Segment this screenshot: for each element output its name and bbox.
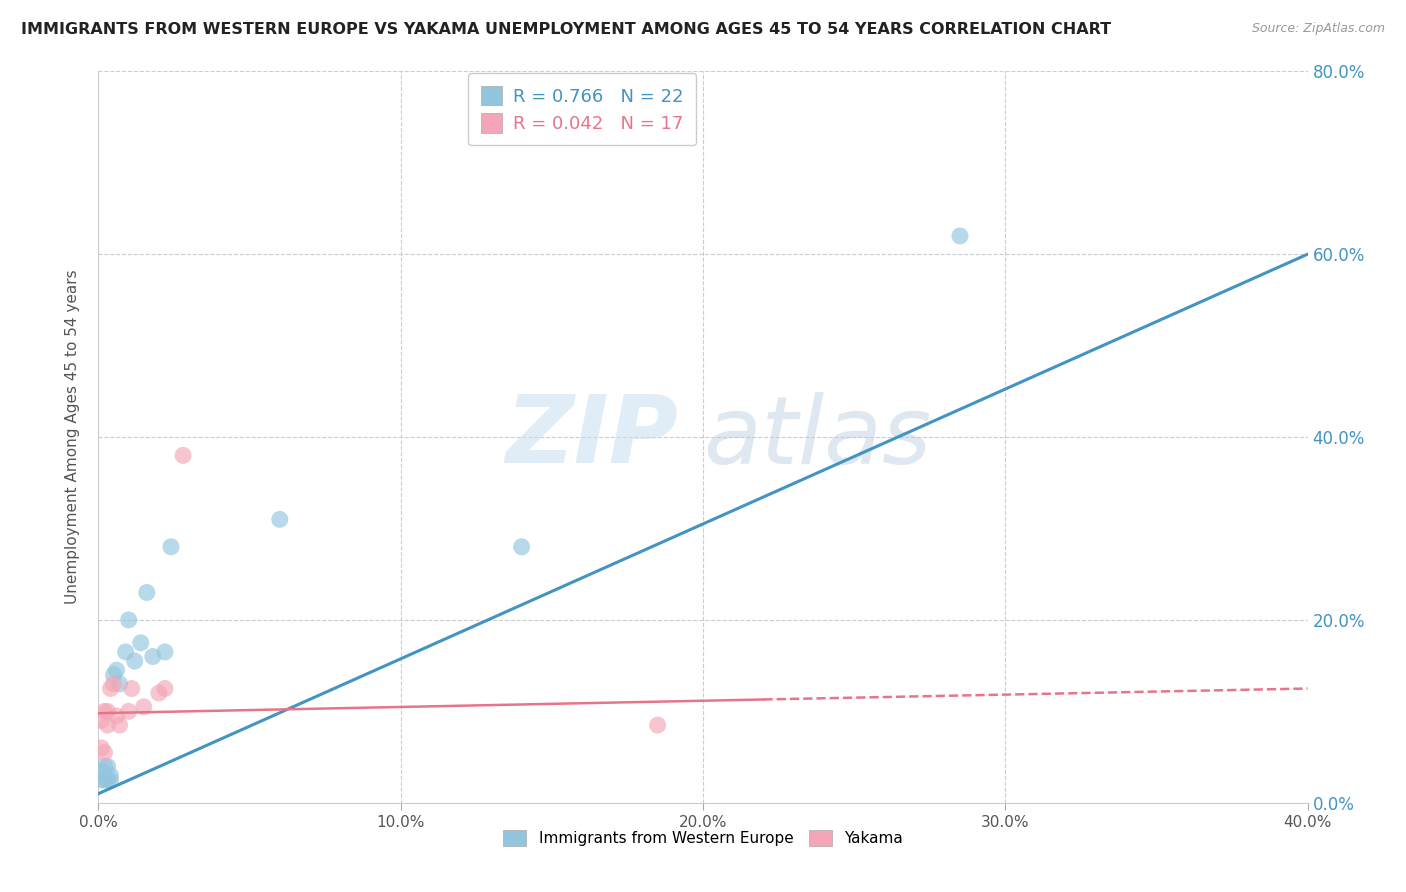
Point: [118, 705, 141, 719]
Text: IMMIGRANTS FROM WESTERN EUROPE VS YAKAMA UNEMPLOYMENT AMONG AGES 45 TO 54 YEARS : IMMIGRANTS FROM WESTERN EUROPE VS YAKAMA…: [21, 22, 1111, 37]
Legend: Immigrants from Western Europe, Yakama: Immigrants from Western Europe, Yakama: [496, 822, 910, 854]
Point: [90, 714, 112, 728]
Point: [135, 585, 157, 599]
Text: Source: ZipAtlas.com: Source: ZipAtlas.com: [1251, 22, 1385, 36]
Text: ZIP: ZIP: [506, 391, 679, 483]
Point: [129, 636, 152, 650]
Point: [269, 512, 291, 526]
Point: [96, 705, 118, 719]
Point: [142, 649, 165, 664]
Point: [96, 772, 118, 787]
Point: [124, 654, 146, 668]
Point: [153, 645, 176, 659]
Point: [100, 681, 122, 696]
Point: [132, 699, 155, 714]
Point: [949, 229, 972, 244]
Point: [103, 667, 125, 681]
Point: [90, 772, 112, 787]
Point: [100, 768, 122, 782]
Point: [118, 613, 141, 627]
Point: [153, 681, 176, 696]
Point: [90, 740, 112, 755]
Point: [105, 663, 128, 677]
Point: [103, 677, 125, 691]
Point: [148, 686, 170, 700]
Point: [100, 772, 122, 787]
Point: [647, 718, 669, 732]
Point: [90, 764, 112, 778]
Point: [96, 759, 118, 773]
Point: [160, 540, 183, 554]
Y-axis label: Unemployment Among Ages 45 to 54 years: Unemployment Among Ages 45 to 54 years: [65, 269, 80, 605]
Point: [93, 772, 115, 787]
Point: [105, 709, 128, 723]
Point: [93, 705, 115, 719]
Point: [108, 677, 131, 691]
Point: [121, 681, 143, 696]
Point: [108, 718, 131, 732]
Point: [114, 645, 136, 659]
Point: [510, 540, 533, 554]
Text: atlas: atlas: [703, 392, 931, 483]
Point: [172, 448, 194, 462]
Point: [96, 718, 118, 732]
Point: [93, 746, 115, 760]
Point: [93, 759, 115, 773]
